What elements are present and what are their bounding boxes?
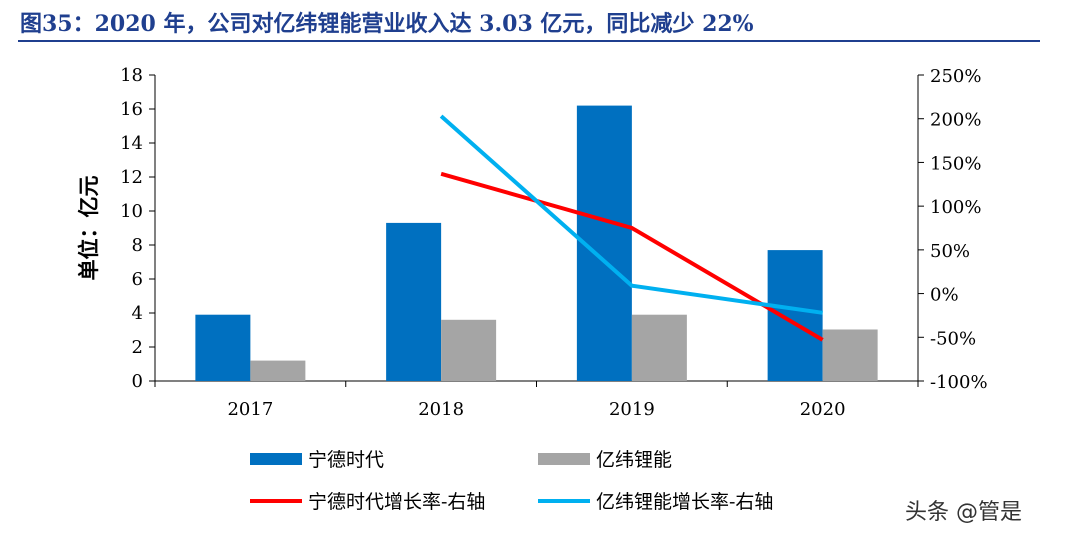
x-tick-label: 2020 (800, 399, 846, 420)
legend-swatch (250, 453, 302, 465)
right-tick-label: 100% (930, 197, 981, 218)
x-tick-label: 2017 (227, 399, 273, 420)
left-tick-label: 0 (132, 371, 143, 392)
left-tick-label: 8 (132, 235, 143, 256)
right-tick-label: 250% (930, 66, 981, 87)
right-tick-label: 200% (930, 110, 981, 131)
left-tick-label: 12 (120, 167, 143, 188)
right-tick-label: 150% (930, 153, 981, 174)
left-tick-label: 16 (120, 99, 143, 120)
x-tick-label: 2018 (418, 399, 464, 420)
legend-label: 宁德时代 (308, 449, 384, 471)
right-tick-label: 0% (930, 285, 959, 306)
left-tick-label: 18 (120, 65, 143, 86)
bar-亿纬锂能-2020 (822, 329, 878, 381)
x-tick-label: 2019 (609, 399, 655, 420)
right-tick-label: -100% (930, 372, 988, 393)
bar-亿纬锂能-2017 (250, 360, 306, 381)
legend-label: 亿纬锂能增长率-右轴 (596, 491, 773, 513)
bar-宁德时代-2018 (386, 222, 442, 381)
title-underline (18, 40, 1040, 42)
watermark: 头条 @管是 (905, 500, 1022, 525)
figure-title: 图35：2020 年，公司对亿纬锂能营业收入达 3.03 亿元，同比减少 22% (20, 11, 754, 37)
bar-宁德时代-2017 (195, 314, 251, 381)
left-tick-label: 6 (132, 269, 143, 290)
left-tick-label: 2 (132, 337, 143, 358)
left-tick-label: 14 (120, 133, 143, 154)
y-axis-label: 单位：亿元 (76, 176, 101, 281)
legend-label: 亿纬锂能 (596, 449, 672, 471)
left-tick-label: 4 (132, 303, 143, 324)
bar-亿纬锂能-2019 (631, 314, 687, 381)
right-tick-label: 50% (930, 241, 970, 262)
legend-label: 宁德时代增长率-右轴 (308, 491, 485, 513)
legend-swatch (538, 453, 590, 465)
right-tick-label: -50% (930, 328, 976, 349)
bar-亿纬锂能-2018 (441, 319, 497, 381)
left-tick-label: 10 (120, 201, 143, 222)
bar-宁德时代-2020 (767, 250, 823, 381)
